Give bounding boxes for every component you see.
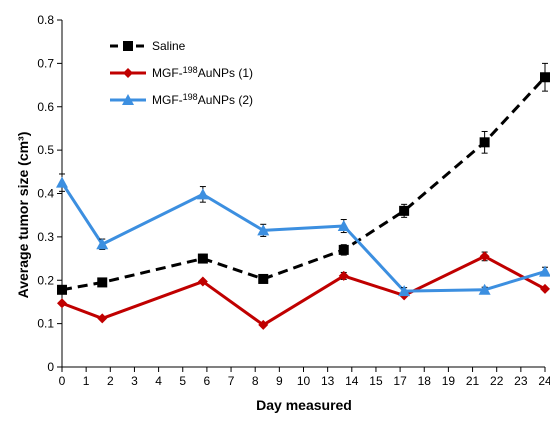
x-tick-label: 18	[418, 374, 432, 388]
data-point	[96, 238, 109, 250]
data-point	[57, 284, 67, 295]
series-line	[61, 76, 547, 292]
x-tick-label: 5	[179, 374, 186, 388]
x-tick-label: 13	[321, 374, 335, 388]
legend-label: MGF-198AuNPs (2)	[152, 92, 253, 107]
series-line	[61, 254, 546, 327]
y-tick-label: 0.8	[37, 13, 54, 27]
x-tick-label: 1	[83, 374, 90, 388]
y-tick-label: 0	[47, 360, 54, 374]
data-point	[258, 273, 269, 284]
y-tick-label: 0.2	[37, 273, 54, 287]
x-tick-label: 21	[466, 374, 480, 388]
legend-swatch-marker	[123, 41, 133, 51]
legend-swatch-marker	[123, 68, 133, 78]
chart-series-layer	[56, 62, 550, 330]
chart-axes: 00.10.20.30.40.50.60.70.80 1 2 3 4 5 6 7 8 9 10 13 1…	[37, 13, 550, 388]
x-tick-label: 14	[345, 374, 359, 388]
x-tick-label: 0	[59, 374, 66, 388]
legend-swatch-marker	[122, 94, 134, 105]
y-tick-label: 0.7	[37, 56, 54, 70]
x-tick-label: 4	[155, 374, 162, 388]
series-3	[56, 173, 550, 297]
legend-label: Saline	[152, 39, 186, 53]
data-point	[97, 277, 108, 288]
series-2	[57, 251, 550, 330]
series-1	[57, 62, 550, 295]
legend-entry-1: Saline	[110, 39, 186, 53]
data-point	[197, 276, 208, 287]
y-tick-label: 0.6	[37, 100, 54, 114]
data-point	[337, 220, 350, 232]
x-tick-label: 7	[228, 374, 235, 388]
x-tick-label: 10	[297, 374, 311, 388]
data-point	[540, 283, 550, 294]
x-tick-label: 17	[393, 374, 407, 388]
x-tick-label: 19	[442, 374, 456, 388]
data-point	[479, 251, 490, 262]
x-tick-label: 24	[538, 374, 550, 388]
data-point	[338, 270, 349, 281]
data-point	[338, 244, 349, 255]
x-tick-label: 3	[131, 374, 138, 388]
data-point	[478, 283, 491, 295]
x-tick-label: 22	[490, 374, 504, 388]
y-tick-label: 0.5	[37, 143, 54, 157]
data-point	[56, 176, 68, 188]
data-point	[257, 224, 270, 236]
data-point	[398, 285, 411, 297]
data-point	[196, 188, 209, 200]
data-point	[57, 298, 67, 309]
chart-legend: Saline MGF-198AuNPs (1) MGF-198AuNPs (2)	[110, 39, 253, 107]
series-line	[60, 181, 546, 293]
y-tick-label: 0.1	[37, 317, 54, 331]
x-tick-label: 8	[252, 374, 259, 388]
data-point	[540, 72, 550, 83]
legend-label: MGF-198AuNPs (1)	[152, 65, 253, 80]
data-point	[258, 319, 269, 330]
y-tick-label: 0.4	[37, 187, 54, 201]
data-point	[539, 265, 550, 277]
x-axis-title: Day measured	[256, 397, 352, 413]
x-tick-label: 6	[204, 374, 211, 388]
data-point	[479, 137, 490, 148]
x-tick-label: 9	[276, 374, 283, 388]
data-point	[97, 313, 108, 324]
y-axis-title: Average tumor size (cm³)	[15, 132, 31, 299]
y-tick-label: 0.3	[37, 230, 54, 244]
x-tick-label: 23	[514, 374, 528, 388]
data-point	[399, 205, 410, 216]
x-tick-label: 15	[369, 374, 383, 388]
legend-entry-2: MGF-198AuNPs (1)	[110, 65, 253, 80]
data-point	[197, 253, 208, 264]
legend-entry-3: MGF-198AuNPs (2)	[110, 92, 253, 107]
x-tick-label: 2	[107, 374, 114, 388]
